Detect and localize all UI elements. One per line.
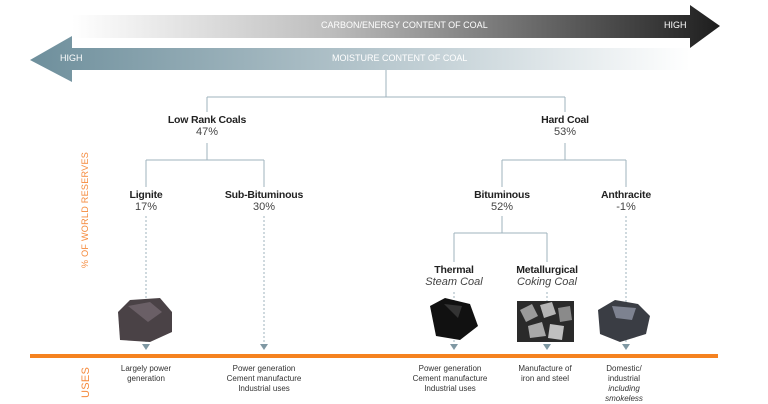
node-lignite: Lignite 17% (129, 189, 162, 213)
use-line: industrial (607, 374, 641, 383)
use-line: Manufacture of (518, 364, 572, 373)
node-value: 53% (553, 126, 577, 138)
uses-axis-label: USES (80, 366, 92, 398)
use-line: generation (127, 374, 165, 383)
node-anthracite: Anthracite -1% (601, 189, 651, 213)
moisture-arrow-high-label: HIGH (60, 53, 83, 63)
node-thermal: Thermal Steam Coal (425, 264, 482, 288)
use-line: smokeless (605, 394, 643, 403)
use-line: including (608, 384, 640, 393)
metallurgical-coal-image (517, 301, 574, 342)
tree-connectors (145, 70, 627, 262)
uses-lignite: Largely power generation (121, 364, 171, 384)
carbon-arrow (72, 5, 720, 48)
node-low-rank: Low Rank Coals 47% (167, 114, 247, 138)
node-value: 30% (252, 201, 276, 213)
lignite-rock-image (118, 298, 172, 342)
uses-anthracite: Domestic/industrial including smokeless (605, 364, 643, 404)
node-name: Sub-Bituminous (224, 189, 304, 201)
node-name: Thermal (434, 264, 474, 276)
uses-sub-bituminous: Power generation Cement manufacture Indust… (227, 364, 302, 394)
node-name: Low Rank Coals (167, 114, 247, 126)
node-name: Lignite (129, 189, 163, 201)
uses-divider (30, 354, 718, 358)
node-value: 17% (134, 201, 158, 213)
node-value: -1% (616, 201, 636, 213)
down-arrowheads (142, 344, 630, 350)
node-value: 47% (195, 126, 219, 138)
anthracite-rock-image (598, 300, 650, 342)
moisture-arrow (30, 36, 690, 82)
node-subtitle: Coking Coal (517, 276, 577, 288)
use-line: Industrial uses (238, 384, 290, 393)
node-name: Metallurgical (516, 264, 578, 276)
thermal-coal-image (430, 298, 478, 340)
node-name: Bituminous (474, 189, 530, 201)
node-hard-coal: Hard Coal 53% (541, 114, 589, 138)
uses-metallurgical: Manufacture of iron and steel (518, 364, 571, 384)
uses-thermal: Power generation Cement manufacture Indust… (413, 364, 488, 394)
use-line: Industrial uses (424, 384, 476, 393)
node-metallurgical: Metallurgical Coking Coal (516, 264, 578, 288)
node-name: Hard Coal (541, 114, 589, 126)
use-line: Power generation (232, 364, 296, 373)
reserves-axis-label: % OF WORLD RESERVES (80, 151, 90, 268)
use-line: Power generation (418, 364, 482, 373)
node-subtitle: Steam Coal (425, 276, 483, 288)
use-line: Cement manufacture (226, 374, 302, 383)
node-sub-bituminous: Sub-Bituminous 30% (225, 189, 303, 213)
carbon-arrow-high-label: HIGH (664, 20, 687, 30)
use-line: iron and steel (520, 374, 570, 383)
node-name: Anthracite (601, 189, 651, 201)
use-line: Domestic/ (606, 364, 642, 373)
node-value: 52% (490, 201, 514, 213)
use-line: Cement manufacture (412, 374, 488, 383)
use-line: Largely power (120, 364, 172, 373)
moisture-arrow-label: MOISTURE CONTENT OF COAL (332, 53, 468, 63)
carbon-arrow-label: CARBON/ENERGY CONTENT OF COAL (321, 20, 488, 30)
node-bituminous: Bituminous 52% (474, 189, 530, 213)
